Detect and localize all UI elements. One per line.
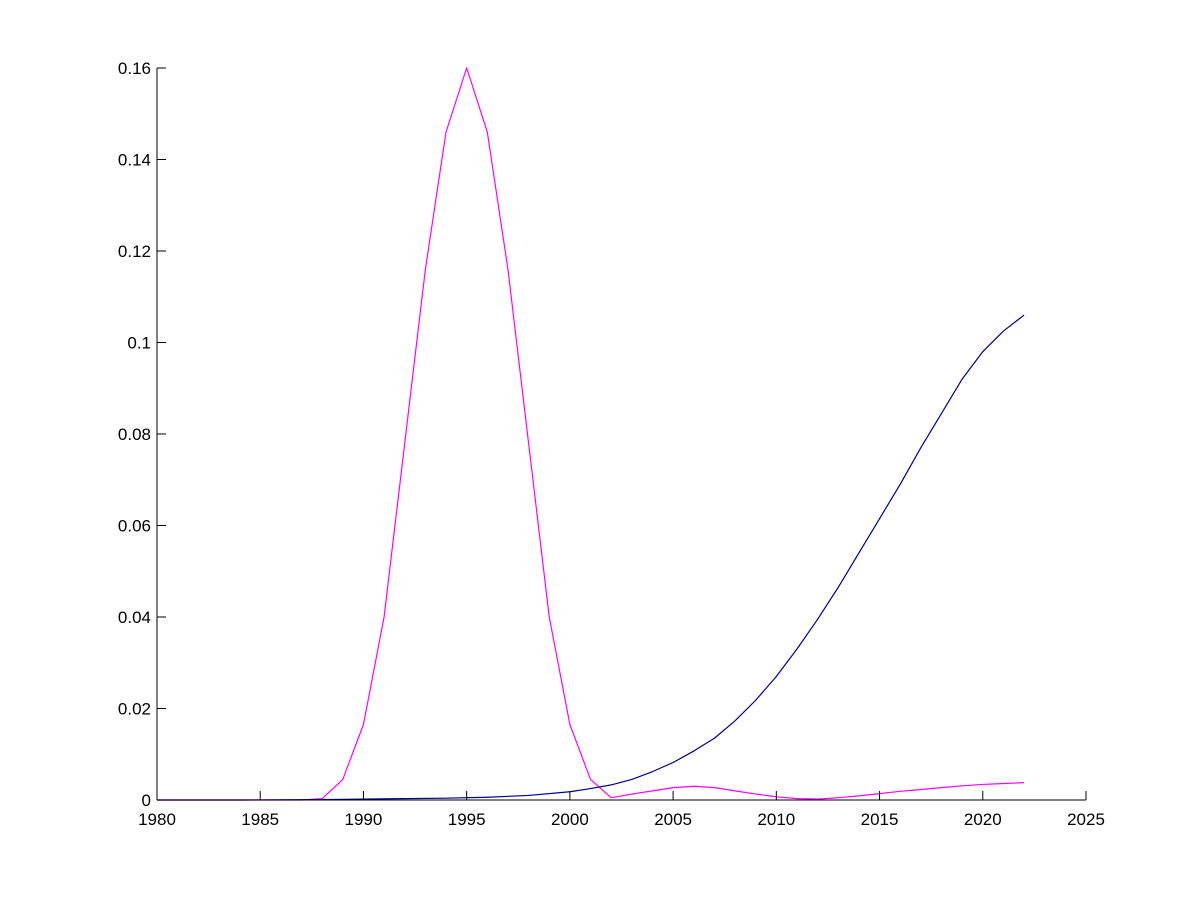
x-tick-label: 1995 xyxy=(448,810,486,829)
y-tick-label: 0.14 xyxy=(118,151,151,170)
x-tick-label: 2025 xyxy=(1067,810,1105,829)
y-tick-label: 0.1 xyxy=(127,334,151,353)
y-tick-label: 0.06 xyxy=(118,517,151,536)
x-tick-label: 2015 xyxy=(861,810,899,829)
x-tick-label: 1980 xyxy=(138,810,176,829)
y-tick-label: 0.16 xyxy=(118,59,151,78)
x-tick-label: 2020 xyxy=(964,810,1002,829)
series-layer xyxy=(157,67,1025,801)
x-tick-label: 1985 xyxy=(241,810,279,829)
x-tick-label: 2005 xyxy=(654,810,692,829)
y-tick-label: 0.08 xyxy=(118,425,151,444)
y-tick-label: 0 xyxy=(142,791,151,810)
y-tick-label: 0.02 xyxy=(118,700,151,719)
y-tick-label: 0.04 xyxy=(118,608,151,627)
x-tick-label: 2000 xyxy=(551,810,589,829)
series-line-1 xyxy=(157,67,1025,801)
series-line-2 xyxy=(157,314,1025,801)
x-tick-label: 1990 xyxy=(345,810,383,829)
y-tick-label: 0.12 xyxy=(118,242,151,261)
x-tick-label: 2010 xyxy=(757,810,795,829)
y-ticks: 0 0.02 0.04 0.06 0.08 0.1 0.12 0.14 0.16 xyxy=(118,59,166,810)
x-ticks: 1980 1985 1990 1995 2000 2005 2010 2015 2020 2025 xyxy=(138,791,1105,829)
